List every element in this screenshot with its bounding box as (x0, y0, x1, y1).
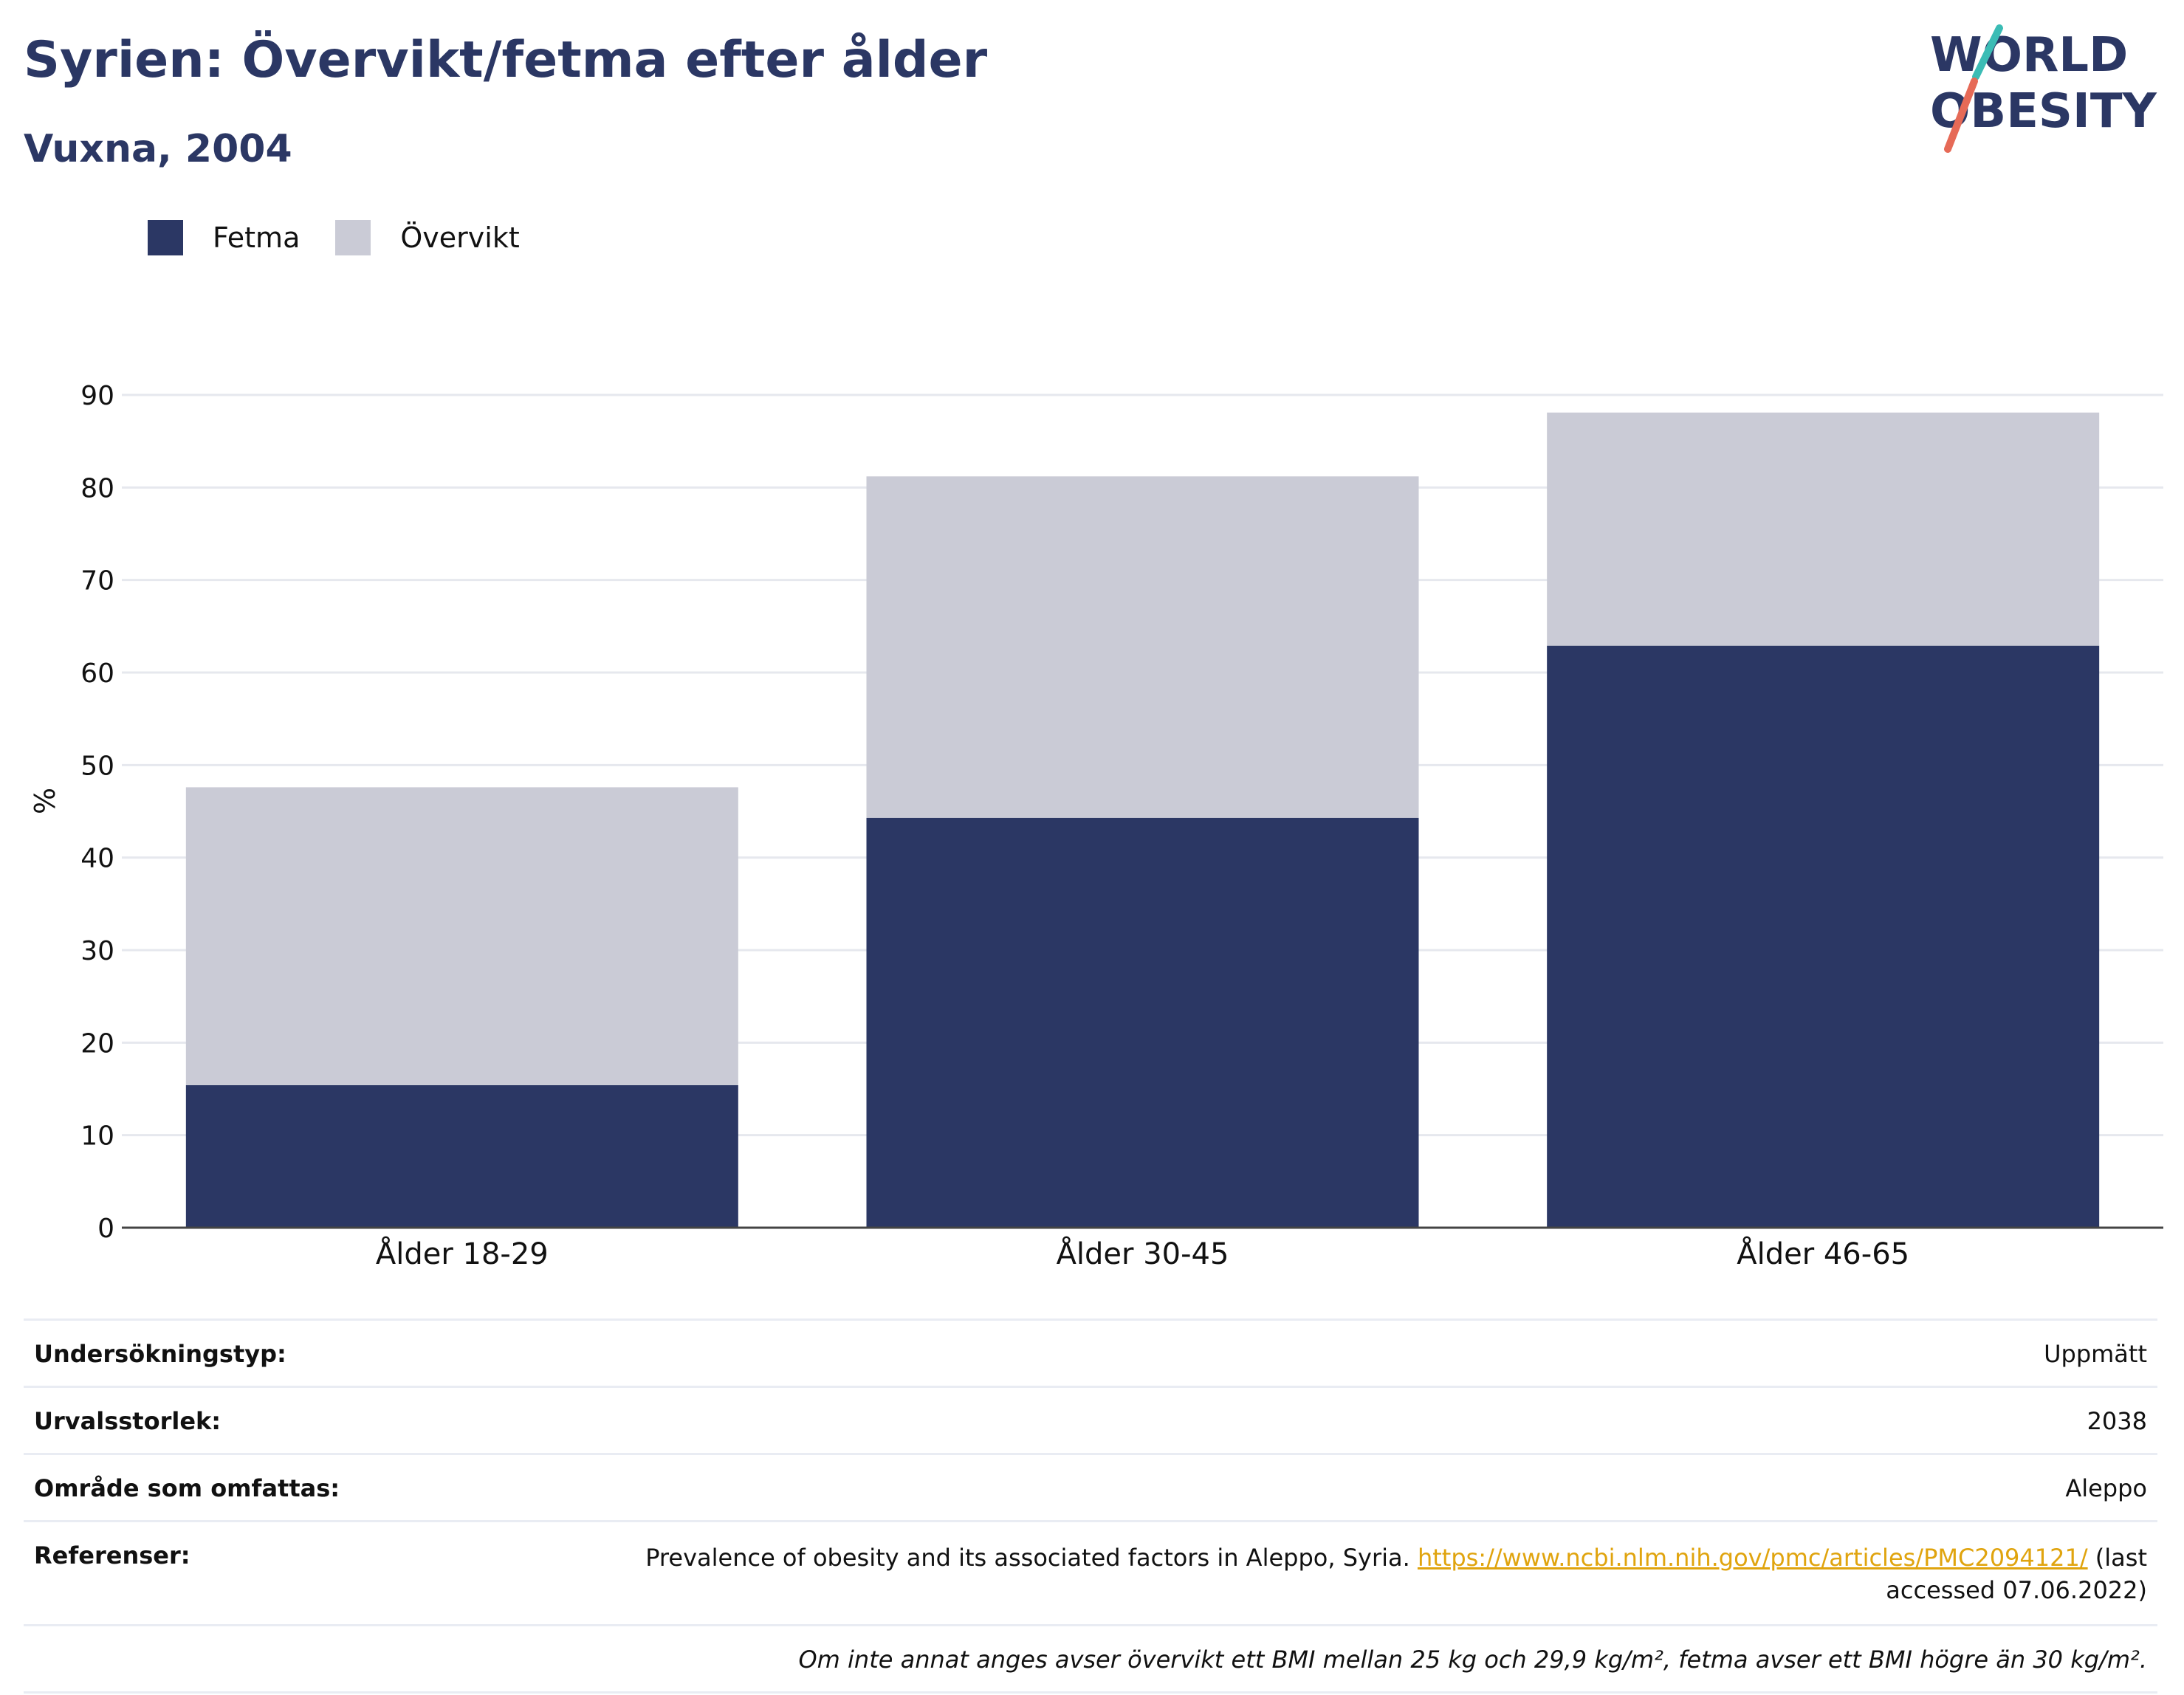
x-tick-label: Ålder 30-45 (1057, 1236, 1229, 1271)
info-row-footnote: Om inte annat anges avser övervikt ett B… (24, 1624, 2157, 1694)
bar-vervikt-2 (866, 476, 1419, 818)
logo-coral-slash (1944, 78, 1978, 153)
y-axis-label: % (29, 788, 61, 814)
reference-accessed: (last accessed 07.06.2022) (1886, 1544, 2147, 1604)
info-row-survey: Undersökningstyp: Uppmätt (24, 1318, 2157, 1386)
legend-label-overvikt: Övervikt (400, 221, 520, 254)
references-label: Referenser: (34, 1541, 190, 1569)
legend-item-fetma[interactable]: Fetma (148, 220, 300, 255)
y-tick-label: 20 (80, 1028, 114, 1059)
survey-type-label: Undersökningstyp: (34, 1340, 286, 1368)
info-row-sample: Urvalsstorlek: 2038 (24, 1386, 2157, 1453)
bar-fetma-1 (185, 1084, 738, 1228)
page-subtitle: Vuxna, 2004 (24, 127, 292, 171)
info-table: Undersökningstyp: Uppmätt Urvalsstorlek:… (24, 1318, 2157, 1694)
logo-teal-slash (1972, 24, 2003, 80)
info-row-area: Område som omfattas: Aleppo (24, 1453, 2157, 1520)
bar-fetma-3 (1547, 645, 2100, 1228)
y-tick-label: 0 (97, 1214, 114, 1244)
area-label: Område som omfattas: (34, 1474, 340, 1502)
bar-fetma-2 (866, 817, 1419, 1228)
bar-vervikt-1 (185, 787, 738, 1085)
y-tick-label: 50 (80, 751, 114, 781)
page-title: Syrien: Övervikt/fetma efter ålder (24, 31, 988, 89)
legend-swatch-fetma (148, 220, 183, 255)
y-tick-label: 60 (80, 659, 114, 689)
reference-link[interactable]: https://www.ncbi.nlm.nih.gov/pmc/article… (1417, 1544, 2088, 1572)
logo-word-world: WORLD (1930, 28, 2128, 83)
y-tick-label: 80 (80, 473, 114, 503)
area-value: Aleppo (2065, 1474, 2147, 1502)
legend-item-overvikt[interactable]: Övervikt (335, 220, 520, 255)
stacked-bar-chart: 0 10 20 30 40 50 60 70 80 90% Ålder 18-29 Ålder 30-… (29, 381, 2163, 1271)
x-tick-label: Ålder 46-65 (1737, 1236, 1909, 1271)
world-obesity-logo: WORLD OBESITY (1930, 24, 2157, 153)
x-tick-label: Ålder 18-29 (376, 1236, 549, 1271)
y-tick-label: 70 (80, 566, 114, 596)
sample-size-value: 2038 (2087, 1407, 2147, 1435)
y-tick-label: 40 (80, 844, 114, 874)
definition-footnote: Om inte annat anges avser övervikt ett B… (798, 1646, 2147, 1674)
legend-swatch-overvikt (335, 220, 371, 255)
y-tick-label: 90 (80, 381, 114, 411)
reference-text: Prevalence of obesity and its associated… (645, 1544, 1410, 1572)
y-tick-label: 10 (80, 1121, 114, 1152)
bar-vervikt-3 (1547, 412, 2100, 646)
y-tick-label: 30 (80, 936, 114, 966)
sample-size-label: Urvalsstorlek: (34, 1407, 222, 1435)
info-row-references: Referenser: Prevalence of obesity and it… (24, 1520, 2157, 1624)
references-value: Prevalence of obesity and its associated… (611, 1541, 2147, 1606)
legend-label-fetma: Fetma (213, 221, 301, 254)
chart-legend: Fetma Övervikt (148, 220, 555, 255)
survey-type-value: Uppmätt (2044, 1340, 2147, 1368)
